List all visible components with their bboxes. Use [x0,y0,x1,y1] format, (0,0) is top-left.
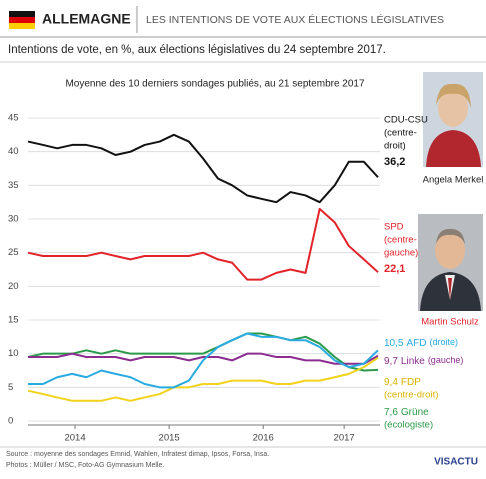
value-label: 9,4 [384,377,398,388]
series-line [27,207,379,281]
y-tick-label: 10 [8,348,19,359]
source: Source : moyenne des sondages Emnid, Wah… [6,451,269,458]
series-label: 7,6 Grüne [384,407,429,418]
value-label: 36,2 [384,156,405,168]
person-caption: Angela Merkel [423,175,484,186]
series-description: (centre- [384,128,417,139]
series-name: Linke [401,356,425,367]
series-name: SPD [384,222,404,233]
photo-schulz [418,214,483,311]
y-tick-label: 15 [8,315,19,326]
x-tick-label: 2017 [334,433,355,444]
series-line [27,356,379,402]
x-tick-label: 2016 [253,433,274,444]
chart-title: Moyenne des 10 derniers sondages publiés… [65,79,365,90]
y-tick-label: 45 [8,113,19,124]
photo-credits: Photos : Müller / MSC, Foto-AG Gymnasium… [6,462,164,469]
series-label: 9,4 FDP [384,377,421,388]
series-line [28,332,379,389]
series-description: gauche) [384,248,418,259]
flag-gold [9,23,35,29]
logo: VISACTU [434,457,478,468]
y-tick-label: 5 [8,382,13,393]
series-name: CDU-CSU [384,115,428,126]
series-label: 9,7 Linke (gauche) [384,355,463,366]
y-tick-label: 35 [8,180,19,191]
y-tick-label: 0 [8,416,13,427]
series-name: Grüne [401,407,429,418]
series-description: (droite) [429,337,458,347]
series-description: (gauche) [428,355,464,365]
x-tick-label: 2014 [64,433,85,444]
person-caption: Martin Schulz [421,317,479,328]
series-description: droit) [384,141,406,152]
y-tick-label: 30 [8,214,19,225]
photo-merkel [423,72,483,167]
value-label: 22,1 [384,263,405,275]
y-tick-label: 20 [8,281,19,292]
series-line [27,133,379,204]
value-label: 7,6 [384,407,398,418]
subtitle: Intentions de vote, en %, aux élections … [8,44,386,56]
series-description: (écologiste) [384,420,433,431]
series-description: (centre- [384,235,417,246]
series-description: (centre-droit) [384,390,438,401]
series-label: 10,5 AFD (droite) [384,337,458,348]
value-label: 10,5 [384,338,404,349]
series-line [28,352,379,365]
value-label: 9,7 [384,356,398,367]
y-tick-label: 40 [8,146,19,157]
series-name: AFD [406,338,426,349]
x-tick-label: 2015 [159,433,180,444]
y-tick-label: 25 [8,247,19,258]
country: ALLEMAGNE [42,11,131,27]
flag-black [9,11,35,17]
flag-red [9,17,35,23]
series-line [27,332,379,372]
header-title: LES INTENTIONS DE VOTE AUX ÉLECTIONS LÉG… [146,13,444,26]
series-name: FDP [401,377,421,388]
